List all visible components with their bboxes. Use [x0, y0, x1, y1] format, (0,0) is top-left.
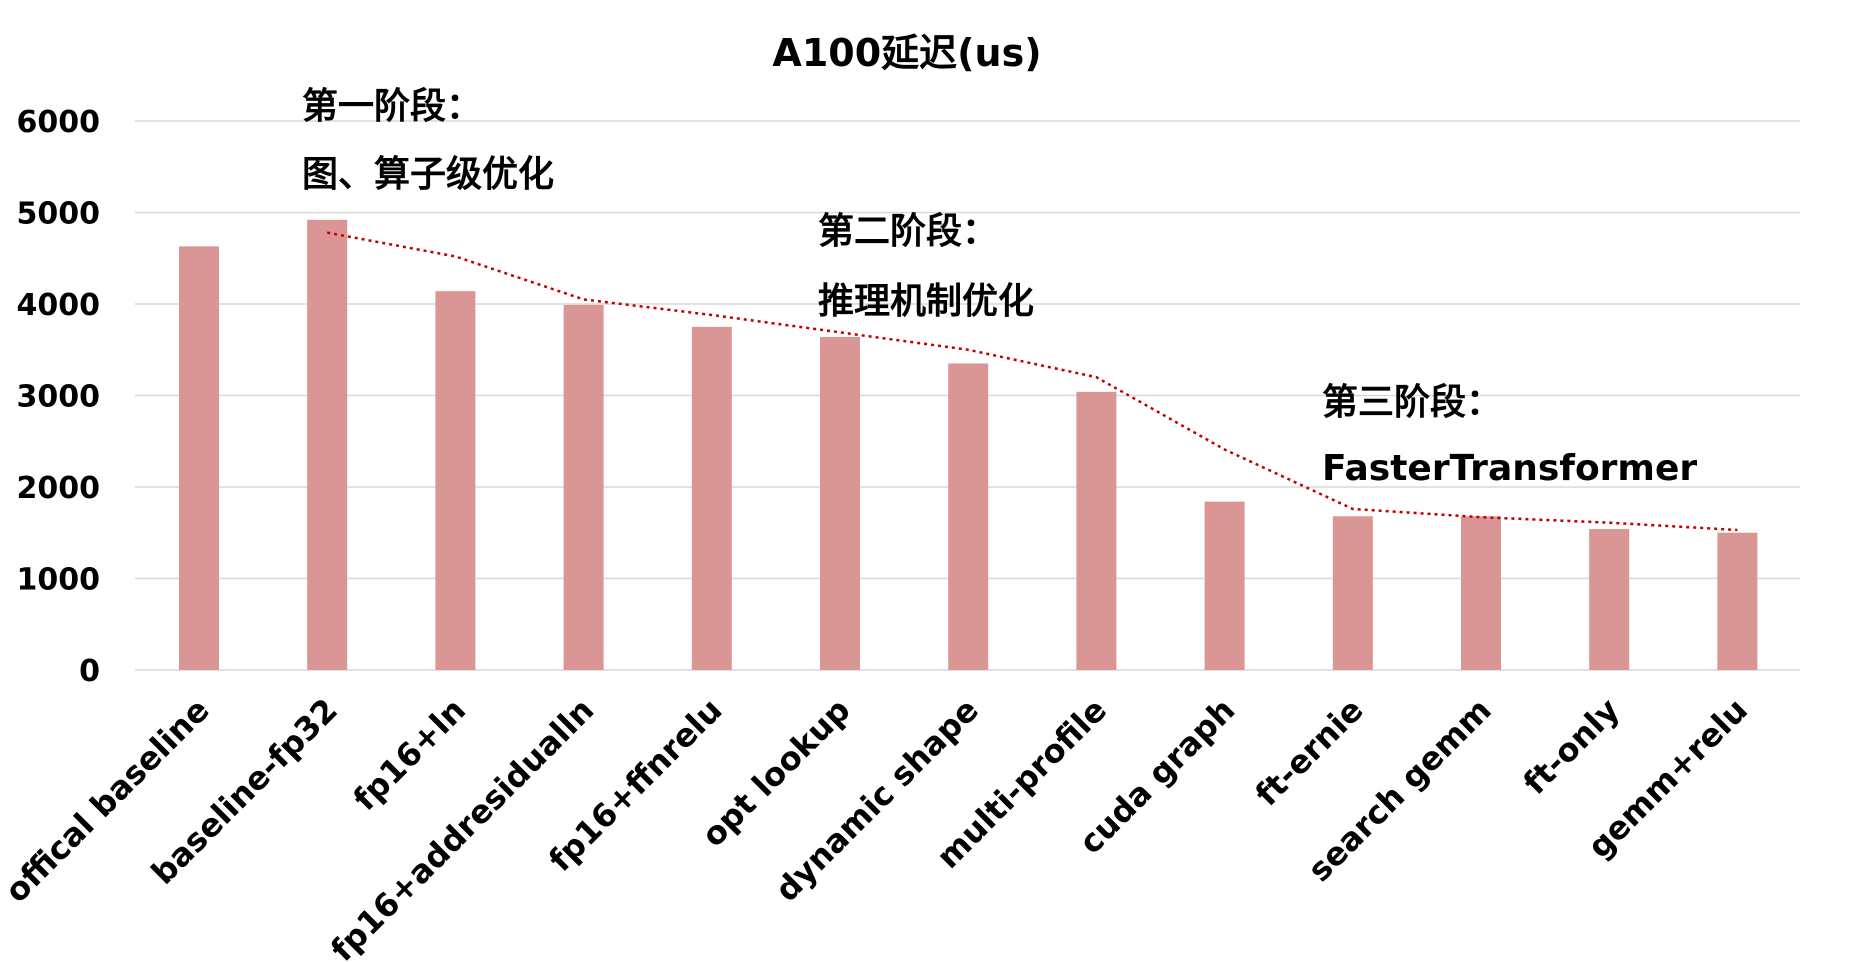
x-category-label: fp16+addresidualln — [323, 691, 601, 962]
y-tick-label: 6000 — [17, 105, 101, 140]
bar — [307, 219, 348, 670]
chart-title: A100延迟(us) — [772, 31, 1041, 75]
y-axis-ticks: 0 1000 2000 3000 4000 5000 6000 — [17, 105, 101, 689]
y-tick-label: 3000 — [17, 380, 101, 415]
phase-annotation: 第三阶段： — [1322, 382, 1502, 423]
phase-annotation: 第二阶段： — [818, 211, 998, 252]
bar — [948, 363, 989, 670]
bar — [1204, 501, 1245, 670]
y-tick-label: 1000 — [17, 563, 101, 598]
bar — [820, 336, 860, 670]
bar — [1589, 529, 1630, 670]
x-category-label: ft-ernie — [1248, 691, 1371, 814]
phase-annotation: 第一阶段： — [302, 86, 482, 127]
bar — [1717, 532, 1758, 670]
bar — [563, 304, 604, 670]
y-tick-label: 2000 — [17, 471, 101, 506]
x-category-label: fp16+ln — [346, 691, 473, 818]
phase-annotation: FasterTransformer — [1322, 448, 1697, 489]
phase-annotation: 图、算子级优化 — [302, 154, 554, 195]
bar — [1076, 391, 1117, 670]
y-tick-label: 4000 — [17, 288, 101, 323]
bars — [179, 219, 1758, 671]
y-tick-label: 0 — [79, 654, 100, 689]
bar — [1461, 516, 1501, 670]
phase-annotation: 推理机制优化 — [818, 281, 1034, 322]
y-tick-label: 5000 — [17, 197, 101, 232]
bar — [691, 326, 732, 670]
bar — [1332, 516, 1373, 670]
bar — [435, 291, 476, 670]
x-category-label: ft-only — [1516, 691, 1627, 802]
bar — [179, 246, 219, 671]
